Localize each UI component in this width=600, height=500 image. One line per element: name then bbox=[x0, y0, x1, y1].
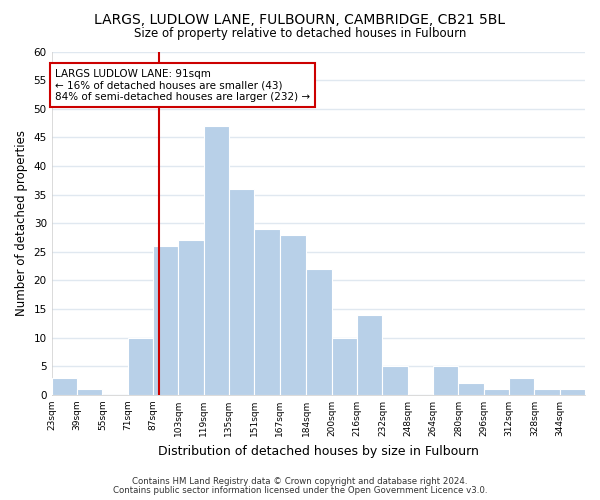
Text: LARGS, LUDLOW LANE, FULBOURN, CAMBRIDGE, CB21 5BL: LARGS, LUDLOW LANE, FULBOURN, CAMBRIDGE,… bbox=[94, 12, 506, 26]
Bar bbox=[254, 229, 280, 395]
Text: Contains public sector information licensed under the Open Government Licence v3: Contains public sector information licen… bbox=[113, 486, 487, 495]
Bar bbox=[128, 338, 153, 395]
Bar bbox=[433, 366, 458, 395]
Text: Size of property relative to detached houses in Fulbourn: Size of property relative to detached ho… bbox=[134, 28, 466, 40]
Text: LARGS LUDLOW LANE: 91sqm
← 16% of detached houses are smaller (43)
84% of semi-d: LARGS LUDLOW LANE: 91sqm ← 16% of detach… bbox=[55, 68, 310, 102]
Bar bbox=[280, 234, 307, 395]
Bar bbox=[382, 366, 408, 395]
Bar bbox=[560, 389, 585, 395]
X-axis label: Distribution of detached houses by size in Fulbourn: Distribution of detached houses by size … bbox=[158, 444, 479, 458]
Bar bbox=[458, 384, 484, 395]
Bar bbox=[203, 126, 229, 395]
Bar bbox=[357, 315, 382, 395]
Bar bbox=[52, 378, 77, 395]
Bar bbox=[484, 389, 509, 395]
Text: Contains HM Land Registry data © Crown copyright and database right 2024.: Contains HM Land Registry data © Crown c… bbox=[132, 477, 468, 486]
Y-axis label: Number of detached properties: Number of detached properties bbox=[15, 130, 28, 316]
Bar bbox=[229, 189, 254, 395]
Bar bbox=[332, 338, 357, 395]
Bar bbox=[153, 246, 178, 395]
Bar bbox=[535, 389, 560, 395]
Bar bbox=[178, 240, 203, 395]
Bar bbox=[77, 389, 103, 395]
Bar bbox=[509, 378, 535, 395]
Bar bbox=[307, 269, 332, 395]
